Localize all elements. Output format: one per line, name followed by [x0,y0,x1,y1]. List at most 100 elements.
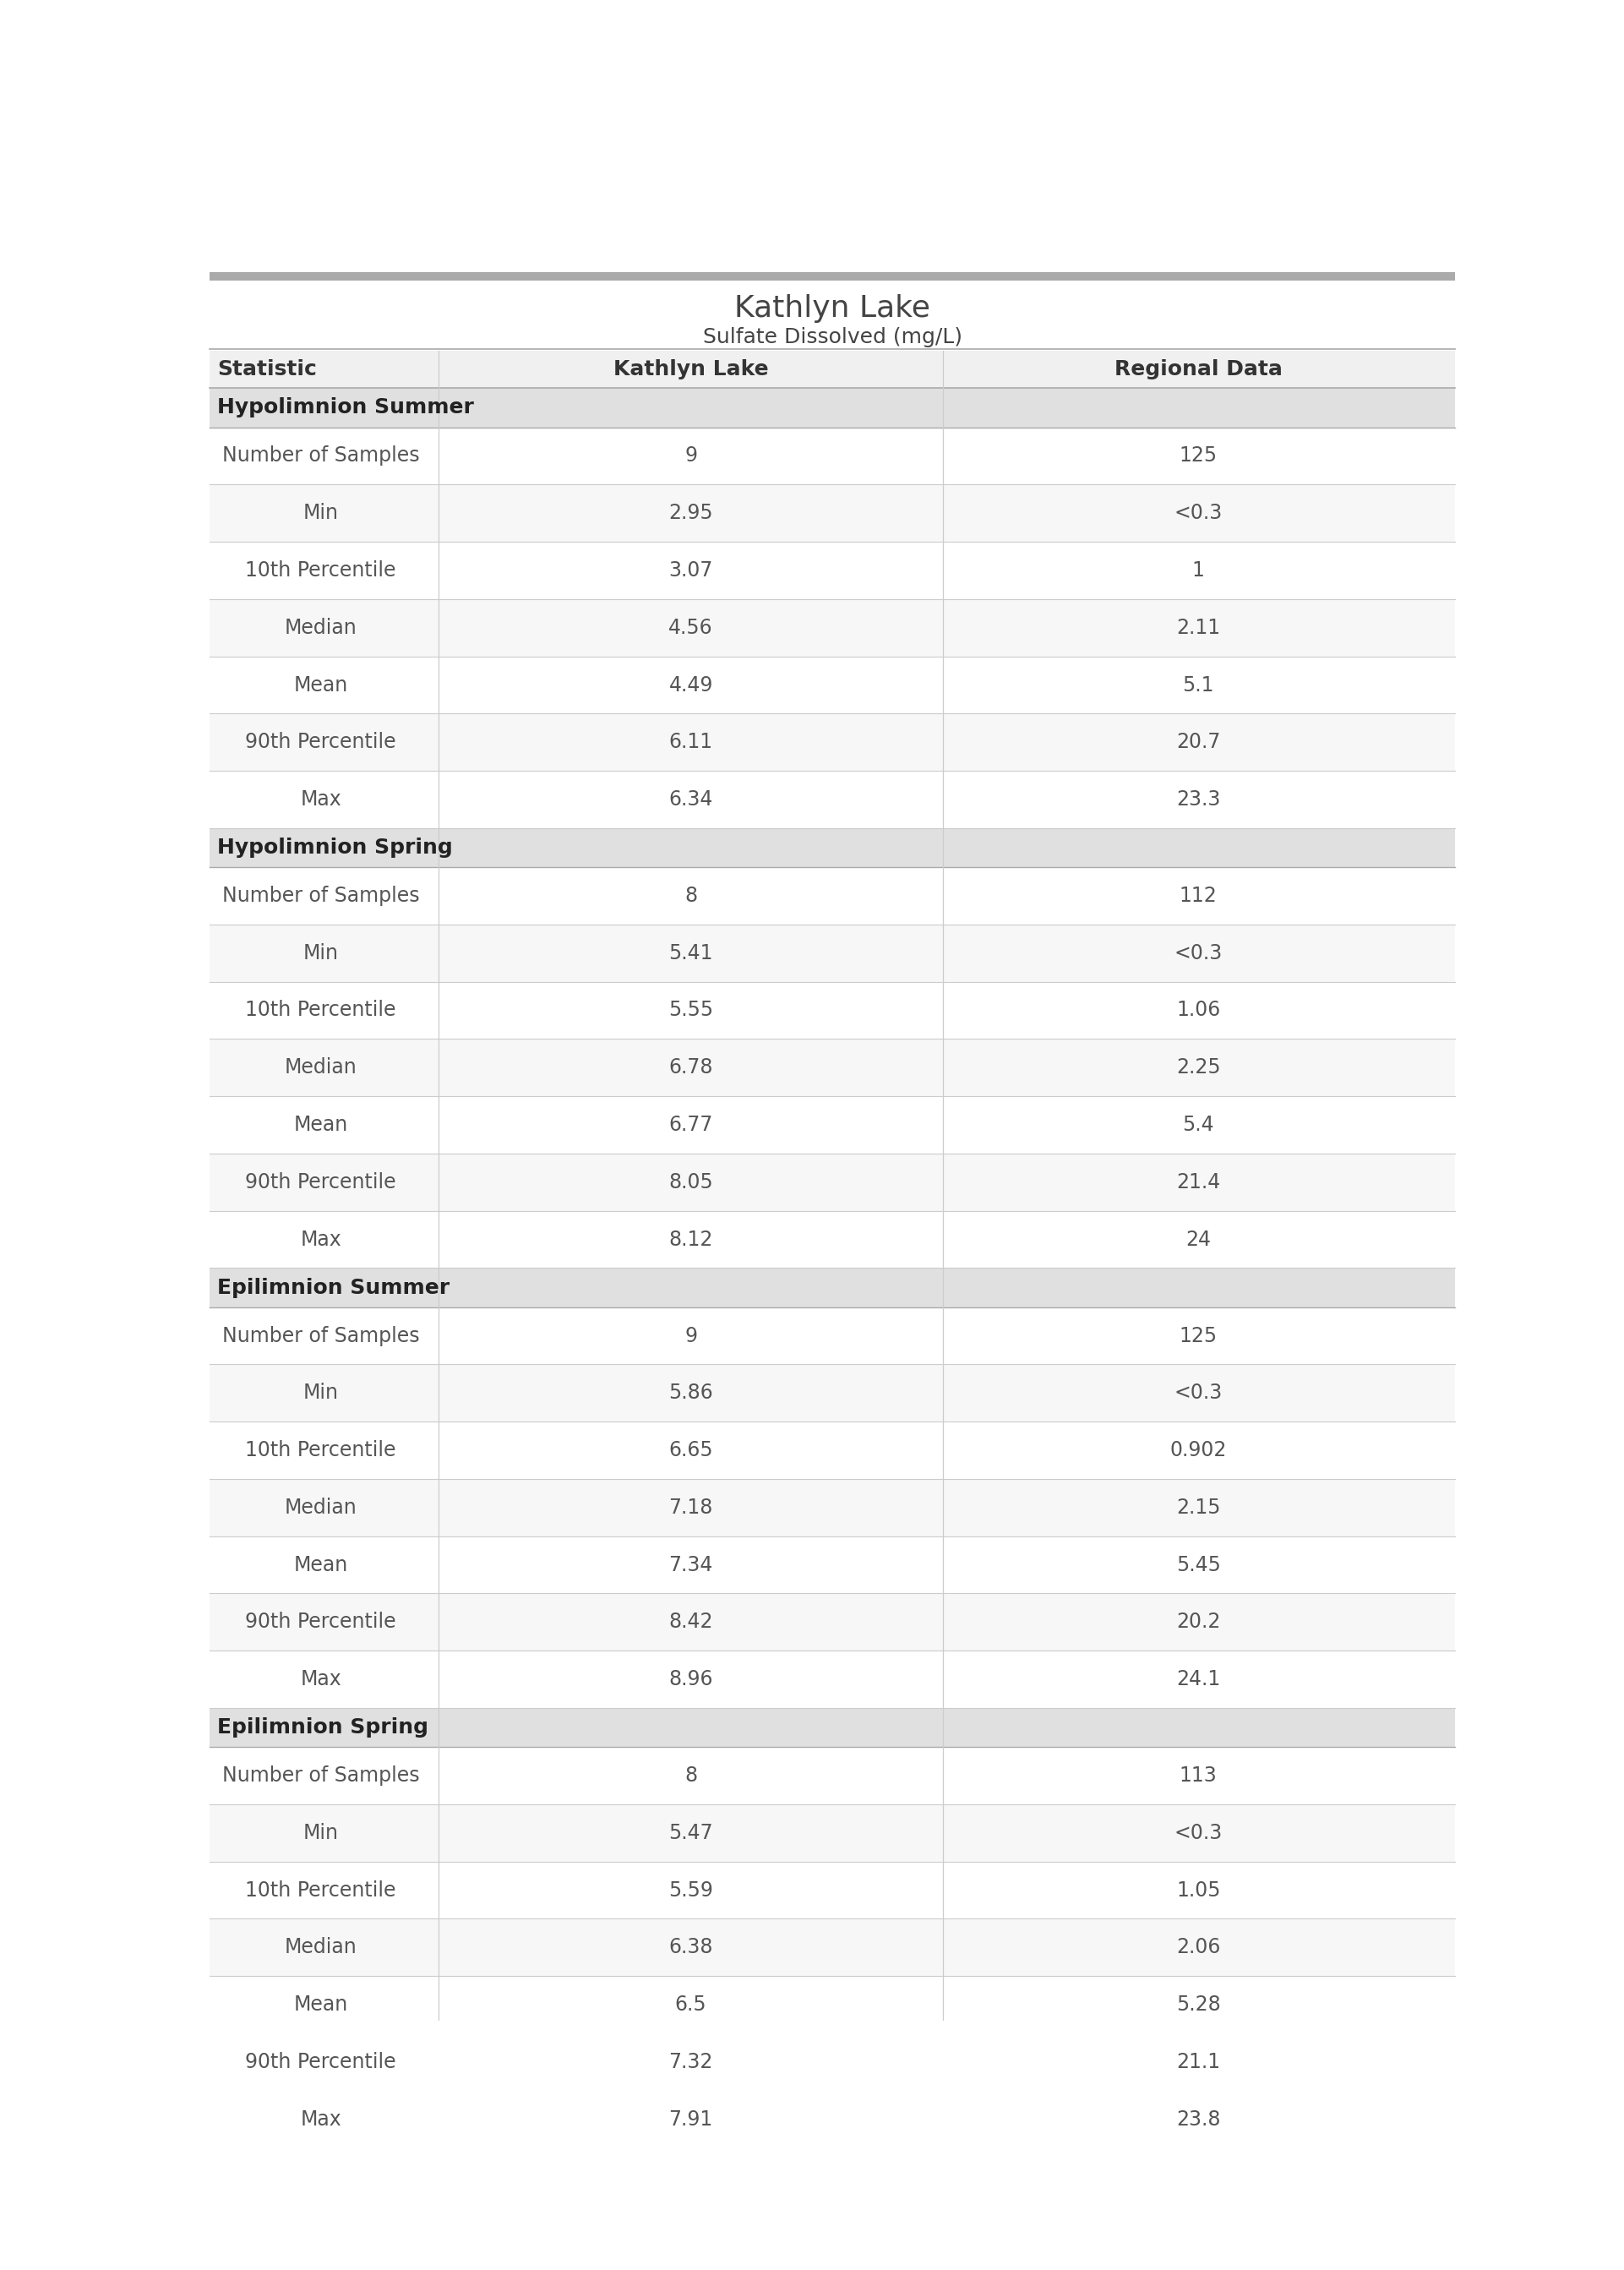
Text: 21.1: 21.1 [1176,2052,1220,2073]
Text: 7.34: 7.34 [669,1555,713,1575]
Text: Hypolimnion Spring: Hypolimnion Spring [218,838,453,858]
Text: <0.3: <0.3 [1174,504,1223,524]
Text: 21.4: 21.4 [1176,1171,1220,1192]
Text: Epilimnion Spring: Epilimnion Spring [218,1718,429,1737]
Text: Kathlyn Lake: Kathlyn Lake [734,293,931,322]
Text: 5.59: 5.59 [669,1880,713,1900]
Text: Mean: Mean [294,674,348,695]
Text: Number of Samples: Number of Samples [222,1326,419,1346]
Text: Median: Median [284,1058,357,1078]
Bar [209,350,1455,388]
Bar [209,829,1455,867]
Text: 5.86: 5.86 [669,1382,713,1403]
Bar [209,2091,1455,2147]
Text: Mean: Mean [294,1995,348,2016]
Text: 8: 8 [684,885,697,906]
Text: Median: Median [284,1936,357,1957]
Bar [209,1364,1455,1421]
Text: Sulfate Dissolved (mg/L): Sulfate Dissolved (mg/L) [703,327,961,347]
Bar [209,1707,1455,1748]
Bar [209,1210,1455,1269]
Bar [209,1308,1455,1364]
Text: Min: Min [304,1823,339,1843]
Bar [209,427,1455,484]
Text: 125: 125 [1179,1326,1218,1346]
Text: Statistic: Statistic [218,359,317,379]
Text: 5.55: 5.55 [669,1001,713,1022]
Text: 2.15: 2.15 [1176,1498,1221,1519]
Text: Regional Data: Regional Data [1114,359,1283,379]
Text: 4.56: 4.56 [669,617,713,638]
Text: Min: Min [304,504,339,524]
Text: 125: 125 [1179,445,1218,465]
Text: 8: 8 [684,1766,697,1786]
Text: 24: 24 [1186,1230,1212,1249]
Text: 3.07: 3.07 [669,561,713,581]
Text: 5.47: 5.47 [669,1823,713,1843]
Bar [209,924,1455,981]
Text: 6.77: 6.77 [669,1115,713,1135]
Text: 112: 112 [1179,885,1218,906]
Text: Mean: Mean [294,1115,348,1135]
Bar [209,981,1455,1040]
Text: 20.7: 20.7 [1176,733,1221,751]
Bar [209,1805,1455,1861]
Bar [209,1594,1455,1650]
Text: Max: Max [300,2109,341,2129]
Text: 2.11: 2.11 [1176,617,1220,638]
Bar [209,772,1455,829]
Text: <0.3: <0.3 [1174,1382,1223,1403]
Text: Max: Max [300,1668,341,1689]
Text: 90th Percentile: 90th Percentile [245,1612,396,1632]
Text: 6.34: 6.34 [669,790,713,810]
Text: 10th Percentile: 10th Percentile [245,1001,396,1022]
Text: Min: Min [304,1382,339,1403]
Text: 5.1: 5.1 [1182,674,1215,695]
Bar [209,1748,1455,1805]
Text: 9: 9 [685,445,697,465]
Bar [209,543,1455,599]
Bar [209,1040,1455,1096]
Text: 5.45: 5.45 [1176,1555,1221,1575]
Bar [209,713,1455,772]
Text: 0.902: 0.902 [1169,1439,1226,1460]
Bar [209,1861,1455,1918]
Text: Number of Samples: Number of Samples [222,885,419,906]
Bar [209,1153,1455,1210]
Text: <0.3: <0.3 [1174,1823,1223,1843]
Bar [209,2034,1455,2091]
Bar [209,1096,1455,1153]
Bar [209,388,1455,427]
Bar [209,1918,1455,1977]
Text: <0.3: <0.3 [1174,942,1223,962]
Text: 113: 113 [1179,1766,1218,1786]
Text: 5.28: 5.28 [1176,1995,1221,2016]
Text: 23.3: 23.3 [1176,790,1221,810]
Text: 2.95: 2.95 [669,504,713,524]
Text: 4.49: 4.49 [669,674,713,695]
Text: Median: Median [284,1498,357,1519]
Text: Min: Min [304,942,339,962]
Text: Hypolimnion Summer: Hypolimnion Summer [218,397,474,418]
Bar [209,272,1455,279]
Text: 7.18: 7.18 [669,1498,713,1519]
Text: 2.06: 2.06 [1176,1936,1221,1957]
Text: Max: Max [300,1230,341,1249]
Text: 6.38: 6.38 [669,1936,713,1957]
Text: 90th Percentile: 90th Percentile [245,2052,396,2073]
Text: 10th Percentile: 10th Percentile [245,1880,396,1900]
Text: 90th Percentile: 90th Percentile [245,733,396,751]
Bar [209,484,1455,543]
Text: 1.06: 1.06 [1176,1001,1220,1022]
Bar [209,656,1455,713]
Text: 10th Percentile: 10th Percentile [245,561,396,581]
Text: 8.12: 8.12 [669,1230,713,1249]
Bar [209,2147,1455,2152]
Text: Mean: Mean [294,1555,348,1575]
Text: 8.05: 8.05 [669,1171,713,1192]
Text: 7.91: 7.91 [669,2109,713,2129]
Text: 10th Percentile: 10th Percentile [245,1439,396,1460]
Bar [209,1478,1455,1537]
Bar [209,1977,1455,2034]
Text: Kathlyn Lake: Kathlyn Lake [614,359,768,379]
